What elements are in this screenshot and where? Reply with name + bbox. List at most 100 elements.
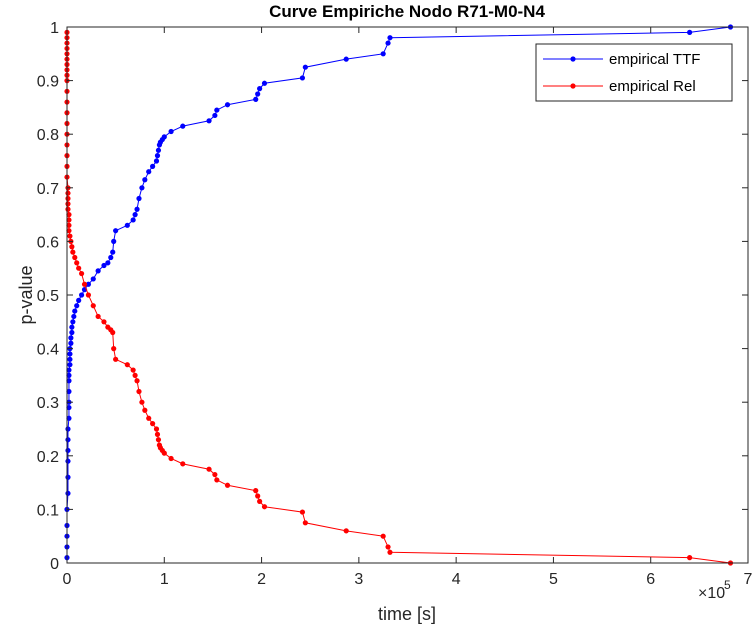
y-tick-label: 0.6 — [37, 234, 59, 251]
x-tick-label: 7 — [744, 571, 753, 588]
series-rel-point — [81, 281, 88, 287]
x-tick-label: 5 — [549, 571, 558, 588]
y-tick-label: 0.3 — [37, 395, 59, 412]
x-multiplier-exponent: 5 — [724, 578, 731, 592]
series-rel-point — [253, 488, 259, 494]
series-ttf-point — [76, 297, 82, 303]
x-axis-label: time [s] — [378, 604, 436, 624]
series-rel-point — [302, 520, 308, 526]
series-ttf-point — [134, 206, 140, 212]
series-rel-point — [67, 233, 73, 239]
series-ttf-point — [136, 195, 142, 202]
series-ttf-point — [71, 313, 77, 320]
y-tick-label: 0.5 — [37, 288, 59, 305]
series-rel-point — [255, 493, 261, 499]
legend-rel-marker — [570, 83, 576, 89]
series-ttf-line — [66, 26, 731, 558]
series-rel-point — [212, 471, 218, 478]
x-multiplier-base: ×10 — [698, 585, 725, 602]
series-ttf-point — [130, 217, 136, 223]
series-rel-point — [155, 437, 162, 443]
series-rel-point — [380, 533, 386, 539]
legend-box — [535, 43, 733, 102]
series-ttf-point — [255, 91, 261, 97]
series-rel-point — [65, 195, 71, 202]
series-rel-point — [66, 212, 72, 218]
series-ttf-point — [90, 276, 96, 282]
y-tick-label: 0.9 — [37, 74, 59, 91]
series-ttf-point — [142, 177, 148, 183]
series-ttf-point — [69, 329, 75, 336]
series-rel-point — [142, 407, 148, 413]
series-ttf-point — [132, 212, 138, 218]
series-rel-point — [387, 549, 393, 555]
series-ttf-point — [105, 260, 111, 266]
series-rel-point — [257, 498, 263, 504]
plot-area — [67, 27, 748, 563]
series-rel-point — [146, 415, 152, 421]
series-ttf-point — [113, 228, 119, 234]
series-rel-point — [90, 303, 96, 309]
series-ttf-point — [299, 75, 306, 81]
series-ttf-point — [65, 490, 71, 496]
series-ttf-point — [261, 80, 268, 86]
series-ttf-point — [67, 356, 73, 362]
legend-rel-label: empirical Rel — [609, 78, 696, 95]
chart-title: Curve Empiriche Nodo R71-M0-N4 — [269, 2, 545, 21]
y-tick-label: 0.4 — [37, 342, 59, 359]
series-rel-point — [139, 399, 145, 405]
series-rel-point — [95, 313, 101, 320]
series-ttf-point — [387, 35, 393, 41]
x-tick-label: 0 — [63, 571, 72, 588]
series-ttf-point — [385, 40, 391, 46]
series-ttf-point — [66, 388, 72, 395]
series-rel-point — [150, 421, 156, 427]
series-rel-point — [76, 265, 82, 271]
series-rel-point — [85, 292, 91, 298]
series-rel-point — [72, 254, 78, 261]
series-rel-point — [101, 319, 107, 325]
series-rel-point — [385, 544, 391, 550]
series-rel-point — [113, 356, 119, 362]
ticks-layer: 0 1 2 3 4 5 6 7 0 0.1 0.2 0.3 0.4 0.5 0.6 0.7 0.8 0.9 1 — [37, 20, 753, 588]
y-tick-label: 0.8 — [37, 127, 59, 144]
y-axis-label: p-value — [16, 265, 36, 324]
series-ttf-point — [68, 340, 74, 346]
series-ttf-point — [206, 118, 212, 124]
y-tick-label: 0.1 — [37, 502, 59, 519]
y-tick-label: 0 — [50, 556, 59, 573]
series-ttf-point — [72, 308, 78, 314]
series-rel-point — [130, 367, 136, 373]
series-ttf-point — [224, 102, 231, 108]
series-ttf-point — [110, 249, 116, 255]
series-rel-point — [168, 455, 174, 462]
series-ttf-point — [380, 51, 386, 57]
series-ttf-point — [687, 29, 693, 35]
legend-ttf-label: empirical TTF — [609, 51, 700, 68]
series-ttf-point — [65, 437, 71, 443]
y-tick-label: 0.7 — [37, 181, 59, 198]
legend-ttf-marker — [570, 56, 576, 62]
series-rel-point — [65, 190, 71, 196]
series-rel-point — [65, 201, 71, 207]
series-rel-point — [66, 217, 72, 223]
series-rel-point — [206, 466, 212, 472]
series-ttf-point — [146, 169, 152, 175]
series-ttf-point — [111, 238, 117, 244]
series-ttf-point — [66, 367, 72, 373]
series-rel-point — [65, 206, 71, 212]
series-ttf-point — [66, 378, 72, 384]
series-ttf-point — [212, 112, 218, 119]
series-rel-point — [134, 378, 140, 384]
series-ttf-point — [78, 292, 85, 298]
x-tick-label: 2 — [257, 571, 266, 588]
series-ttf — [64, 24, 734, 561]
series-rel-point — [78, 270, 85, 277]
series-ttf-point — [70, 319, 76, 325]
series-ttf-point — [95, 268, 101, 274]
series-ttf-point — [150, 163, 156, 169]
series-ttf-point — [139, 185, 145, 191]
series-ttf-point — [168, 128, 174, 135]
legend: empirical TTF empirical Rel — [535, 43, 733, 102]
